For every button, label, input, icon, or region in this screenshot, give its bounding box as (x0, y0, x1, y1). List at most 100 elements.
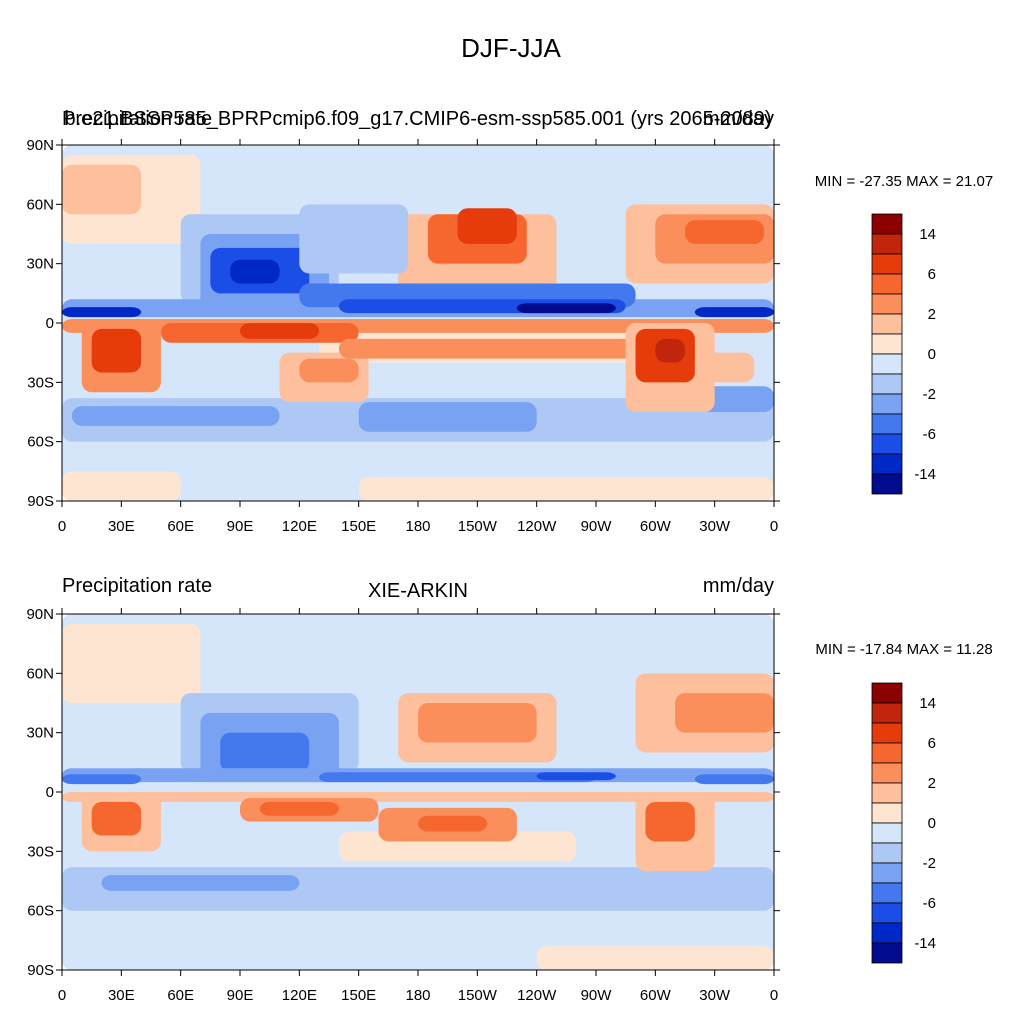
x-tick-label: 120W (517, 987, 557, 1004)
contour-region (694, 307, 774, 318)
top-panel-right-title: mm/day (703, 108, 774, 130)
bottom-panel-right-title: mm/day (703, 575, 774, 597)
contour-region (62, 623, 201, 703)
colorbar-swatch (871, 233, 903, 255)
y-tick-label: 90S (27, 493, 54, 510)
contour-region (694, 774, 774, 785)
bottom-panel-map (61, 613, 775, 971)
contour-region (536, 772, 616, 781)
colorbar-swatch (871, 802, 903, 824)
contour-region (62, 471, 181, 501)
x-tick-label: 120W (517, 518, 557, 535)
colorbar-label: 2 (928, 306, 936, 323)
colorbar-swatch (871, 293, 903, 315)
x-tick-label: 60E (167, 987, 194, 1004)
contour-region (655, 338, 685, 363)
colorbar-label: -6 (923, 895, 936, 912)
contour-region (101, 875, 300, 891)
bottom-panel-center-title: XIE-ARKIN (368, 580, 468, 602)
contour-region (418, 815, 488, 832)
colorbar-swatch (871, 433, 903, 455)
x-tick-label: 180 (405, 518, 430, 535)
contour-region (62, 164, 142, 215)
y-tick-label: 90N (26, 137, 54, 154)
y-tick-label: 30N (26, 256, 54, 273)
colorbar-label: -2 (923, 855, 936, 872)
x-tick-label: 0 (770, 518, 778, 535)
colorbar-swatch (871, 942, 903, 964)
colorbar-swatch (871, 373, 903, 395)
colorbar-swatch (871, 842, 903, 864)
top-panel: Precipitation rate b.e21.BSSP585_BPRPcmi… (26, 108, 993, 535)
x-tick-label: 60E (167, 518, 194, 535)
contour-region (62, 774, 142, 785)
contour-region (91, 328, 142, 373)
contour-region (457, 208, 517, 244)
contour-region (259, 801, 339, 816)
colorbar-swatch (871, 702, 903, 724)
x-tick-label: 30W (699, 518, 731, 535)
contour-region (62, 307, 142, 318)
contour-region (299, 204, 409, 274)
colorbar-label: -14 (914, 935, 936, 952)
colorbar-swatch (871, 393, 903, 415)
y-tick-label: 30N (26, 725, 54, 742)
contour-region (299, 358, 359, 383)
bottom-panel-y-axis: 90N 60N 30N 0 30S 60S 90S (26, 606, 780, 979)
y-tick-label: 0 (46, 784, 54, 801)
contour-region (675, 693, 774, 733)
contour-region (91, 801, 142, 836)
x-tick-label: 180 (405, 987, 430, 1004)
colorbar-swatch (871, 453, 903, 475)
contour-region (536, 946, 774, 970)
contour-region (62, 792, 774, 802)
y-tick-label: 30S (27, 374, 54, 391)
colorbar-swatch (871, 313, 903, 335)
y-tick-label: 90N (26, 606, 54, 623)
colorbar-swatch (871, 333, 903, 355)
contour-region (645, 801, 695, 842)
x-tick-label: 120E (282, 987, 317, 1004)
colorbar-swatch (871, 413, 903, 435)
colorbar-swatch (871, 742, 903, 764)
colorbar-label: 6 (928, 266, 936, 283)
contour-region (338, 338, 636, 359)
colorbar-swatch (871, 473, 903, 495)
colorbar-label: -14 (914, 466, 936, 483)
top-panel-x-axis: 0 30E 60E 90E 120E 150E 180 150W 120W 90W 60W 30W 0 (58, 139, 778, 535)
bottom-panel-left-title: Precipitation rate (62, 575, 212, 597)
x-tick-label: 30W (699, 987, 731, 1004)
bottom-panel-x-axis: 0 30E 60E 90E 120E 150E 180 150W 120W 90W 60W 30W 0 (58, 608, 778, 1004)
x-tick-label: 150W (458, 987, 498, 1004)
x-tick-label: 0 (58, 518, 66, 535)
colorbar-swatch (871, 862, 903, 884)
x-tick-label: 60W (640, 518, 672, 535)
y-tick-label: 60S (27, 434, 54, 451)
colorbar-swatch (871, 213, 903, 235)
y-tick-label: 60N (26, 196, 54, 213)
contour-region (71, 406, 280, 426)
colorbar-swatch (871, 762, 903, 784)
colorbar-label: 14 (919, 226, 936, 243)
colorbar-swatch (871, 882, 903, 904)
colorbar-swatch (871, 902, 903, 924)
x-tick-label: 90W (581, 518, 613, 535)
colorbar-label: 14 (919, 695, 936, 712)
top-panel-min-max: MIN = -27.35 MAX = 21.07 (815, 173, 993, 190)
contour-region (418, 703, 537, 743)
top-panel-center-title: b.e21.BSSP585_BPRPcmip6.f09_g17.CMIP6-es… (64, 108, 771, 130)
colorbar-label: 0 (928, 815, 936, 832)
colorbar-label: 6 (928, 735, 936, 752)
colorbar-swatch (871, 782, 903, 804)
x-tick-label: 150E (341, 987, 376, 1004)
top-panel-colorbar: 14 6 2 0 -2 -6 -14 (871, 213, 936, 495)
x-tick-label: 150W (458, 518, 498, 535)
colorbar-label: -6 (923, 426, 936, 443)
top-panel-map (61, 144, 775, 502)
top-panel-y-axis: 90N 60N 30N 0 30S 60S 90S (26, 137, 780, 510)
colorbar-swatch (871, 822, 903, 844)
x-tick-label: 120E (282, 518, 317, 535)
bottom-panel: Precipitation rate XIE-ARKIN mm/day MIN … (26, 575, 992, 1004)
colorbar-swatch (871, 922, 903, 944)
